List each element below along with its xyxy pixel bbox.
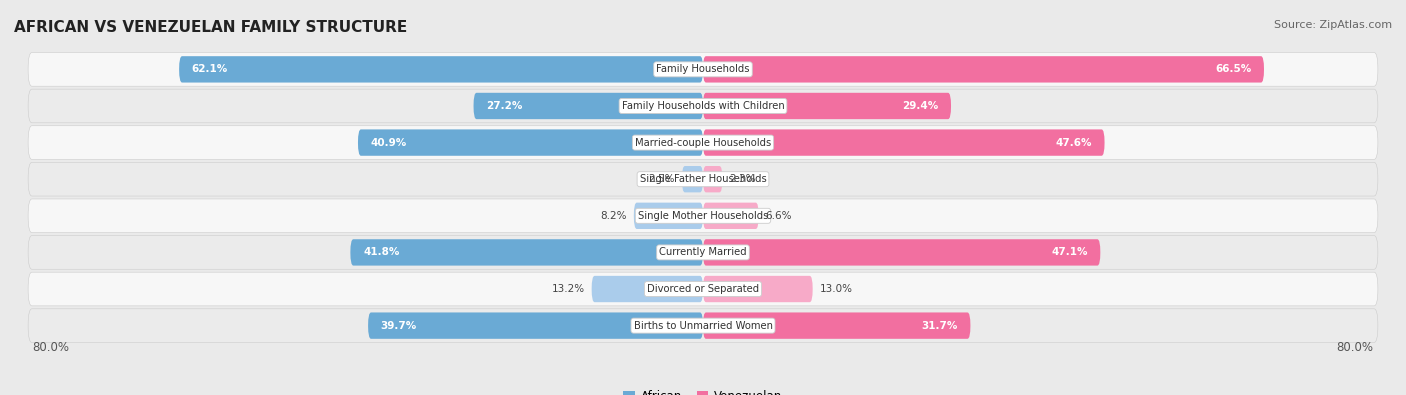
FancyBboxPatch shape [703,276,813,302]
Text: 80.0%: 80.0% [1337,341,1374,354]
Text: 2.3%: 2.3% [730,174,755,184]
FancyBboxPatch shape [28,162,1378,196]
Text: 40.9%: 40.9% [371,137,406,148]
FancyBboxPatch shape [28,89,1378,123]
Text: 66.5%: 66.5% [1215,64,1251,74]
FancyBboxPatch shape [359,130,703,156]
FancyBboxPatch shape [179,56,703,83]
Text: 47.6%: 47.6% [1056,137,1092,148]
Text: Single Mother Households: Single Mother Households [638,211,768,221]
Text: Source: ZipAtlas.com: Source: ZipAtlas.com [1274,20,1392,30]
Text: 2.5%: 2.5% [648,174,675,184]
Legend: African, Venezuelan: African, Venezuelan [619,385,787,395]
FancyBboxPatch shape [592,276,703,302]
Text: 8.2%: 8.2% [600,211,627,221]
FancyBboxPatch shape [28,199,1378,233]
FancyBboxPatch shape [634,203,703,229]
FancyBboxPatch shape [703,203,759,229]
Text: 31.7%: 31.7% [921,321,957,331]
FancyBboxPatch shape [350,239,703,265]
Text: 6.6%: 6.6% [765,211,792,221]
FancyBboxPatch shape [703,166,723,192]
Text: Married-couple Households: Married-couple Households [636,137,770,148]
FancyBboxPatch shape [703,239,1101,265]
FancyBboxPatch shape [703,93,950,119]
Text: 80.0%: 80.0% [32,341,69,354]
Text: 29.4%: 29.4% [903,101,938,111]
Text: 47.1%: 47.1% [1052,247,1088,258]
Text: 39.7%: 39.7% [381,321,418,331]
FancyBboxPatch shape [28,309,1378,342]
Text: Family Households: Family Households [657,64,749,74]
FancyBboxPatch shape [703,130,1105,156]
Text: 13.0%: 13.0% [820,284,852,294]
Text: AFRICAN VS VENEZUELAN FAMILY STRUCTURE: AFRICAN VS VENEZUELAN FAMILY STRUCTURE [14,20,408,35]
Text: Births to Unmarried Women: Births to Unmarried Women [634,321,772,331]
Text: Currently Married: Currently Married [659,247,747,258]
FancyBboxPatch shape [703,312,970,339]
FancyBboxPatch shape [474,93,703,119]
Text: Single Father Households: Single Father Households [640,174,766,184]
FancyBboxPatch shape [368,312,703,339]
Text: 62.1%: 62.1% [191,64,228,74]
FancyBboxPatch shape [28,235,1378,269]
Text: Family Households with Children: Family Households with Children [621,101,785,111]
Text: 27.2%: 27.2% [486,101,523,111]
FancyBboxPatch shape [28,126,1378,160]
Text: 41.8%: 41.8% [363,247,399,258]
FancyBboxPatch shape [28,53,1378,86]
FancyBboxPatch shape [28,272,1378,306]
Text: 13.2%: 13.2% [551,284,585,294]
FancyBboxPatch shape [682,166,703,192]
FancyBboxPatch shape [703,56,1264,83]
Text: Divorced or Separated: Divorced or Separated [647,284,759,294]
